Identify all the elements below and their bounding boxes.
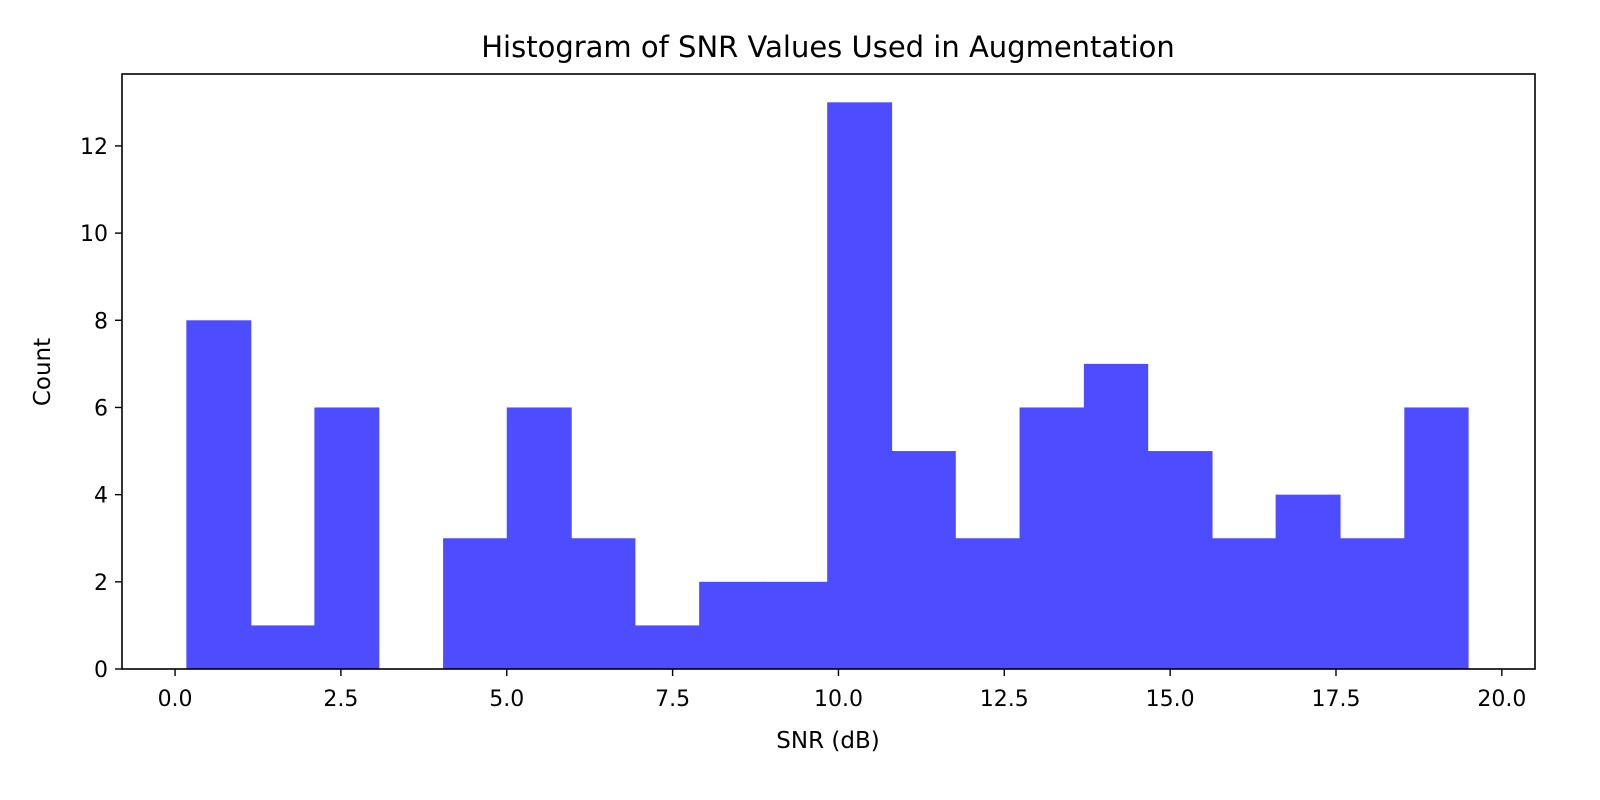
x-axis-ticks: 0.0 2.5 5.0 7.5 10.0 12.5 15.0 17.5 20.0 <box>158 669 1526 712</box>
y-axis-title: Count <box>30 338 56 406</box>
histogram-bar <box>443 538 508 669</box>
histogram-bar <box>1083 363 1149 669</box>
y-axis-ticks: 0 2 4 6 8 10 12 <box>80 135 122 683</box>
histogram-bar <box>1147 451 1213 669</box>
plot-frame <box>121 73 1536 670</box>
histogram-bar <box>250 625 315 669</box>
histogram-bar <box>827 102 893 670</box>
histogram-bar <box>1019 407 1085 669</box>
x-tick-label: 0.0 <box>158 687 193 712</box>
y-tick-label: 0 <box>94 658 108 683</box>
y-tick-label: 10 <box>80 222 108 247</box>
chart-title: Histogram of SNR Values Used in Augmenta… <box>481 30 1175 64</box>
histogram-bar <box>314 407 380 669</box>
x-tick-label: 17.5 <box>1311 687 1360 712</box>
histogram-bar <box>1211 538 1277 669</box>
histogram-bar <box>1404 407 1469 669</box>
x-tick-label: 20.0 <box>1477 687 1526 712</box>
histogram-bar <box>186 320 252 669</box>
x-tick-label: 5.0 <box>489 687 524 712</box>
histogram-bar <box>506 407 572 669</box>
x-tick-label: 12.5 <box>980 687 1029 712</box>
histogram-bar <box>1275 494 1341 669</box>
histogram-bar <box>763 581 828 669</box>
histogram-bar <box>634 625 700 669</box>
y-tick-label: 12 <box>80 135 108 160</box>
histogram-bar <box>1339 538 1405 669</box>
histogram-bar <box>571 538 636 669</box>
y-tick-label: 6 <box>94 396 108 421</box>
bars-layer <box>186 102 1469 670</box>
y-tick-label: 8 <box>94 309 108 334</box>
histogram-bar <box>891 451 956 669</box>
x-axis-title: SNR (dB) <box>776 728 879 754</box>
histogram-bar <box>699 581 765 669</box>
histogram-bar <box>955 538 1021 669</box>
x-tick-label: 2.5 <box>323 687 358 712</box>
y-tick-label: 4 <box>94 484 108 509</box>
x-tick-label: 10.0 <box>814 687 863 712</box>
y-tick-label: 2 <box>94 571 108 596</box>
x-tick-label: 7.5 <box>655 687 690 712</box>
x-tick-label: 15.0 <box>1146 687 1195 712</box>
